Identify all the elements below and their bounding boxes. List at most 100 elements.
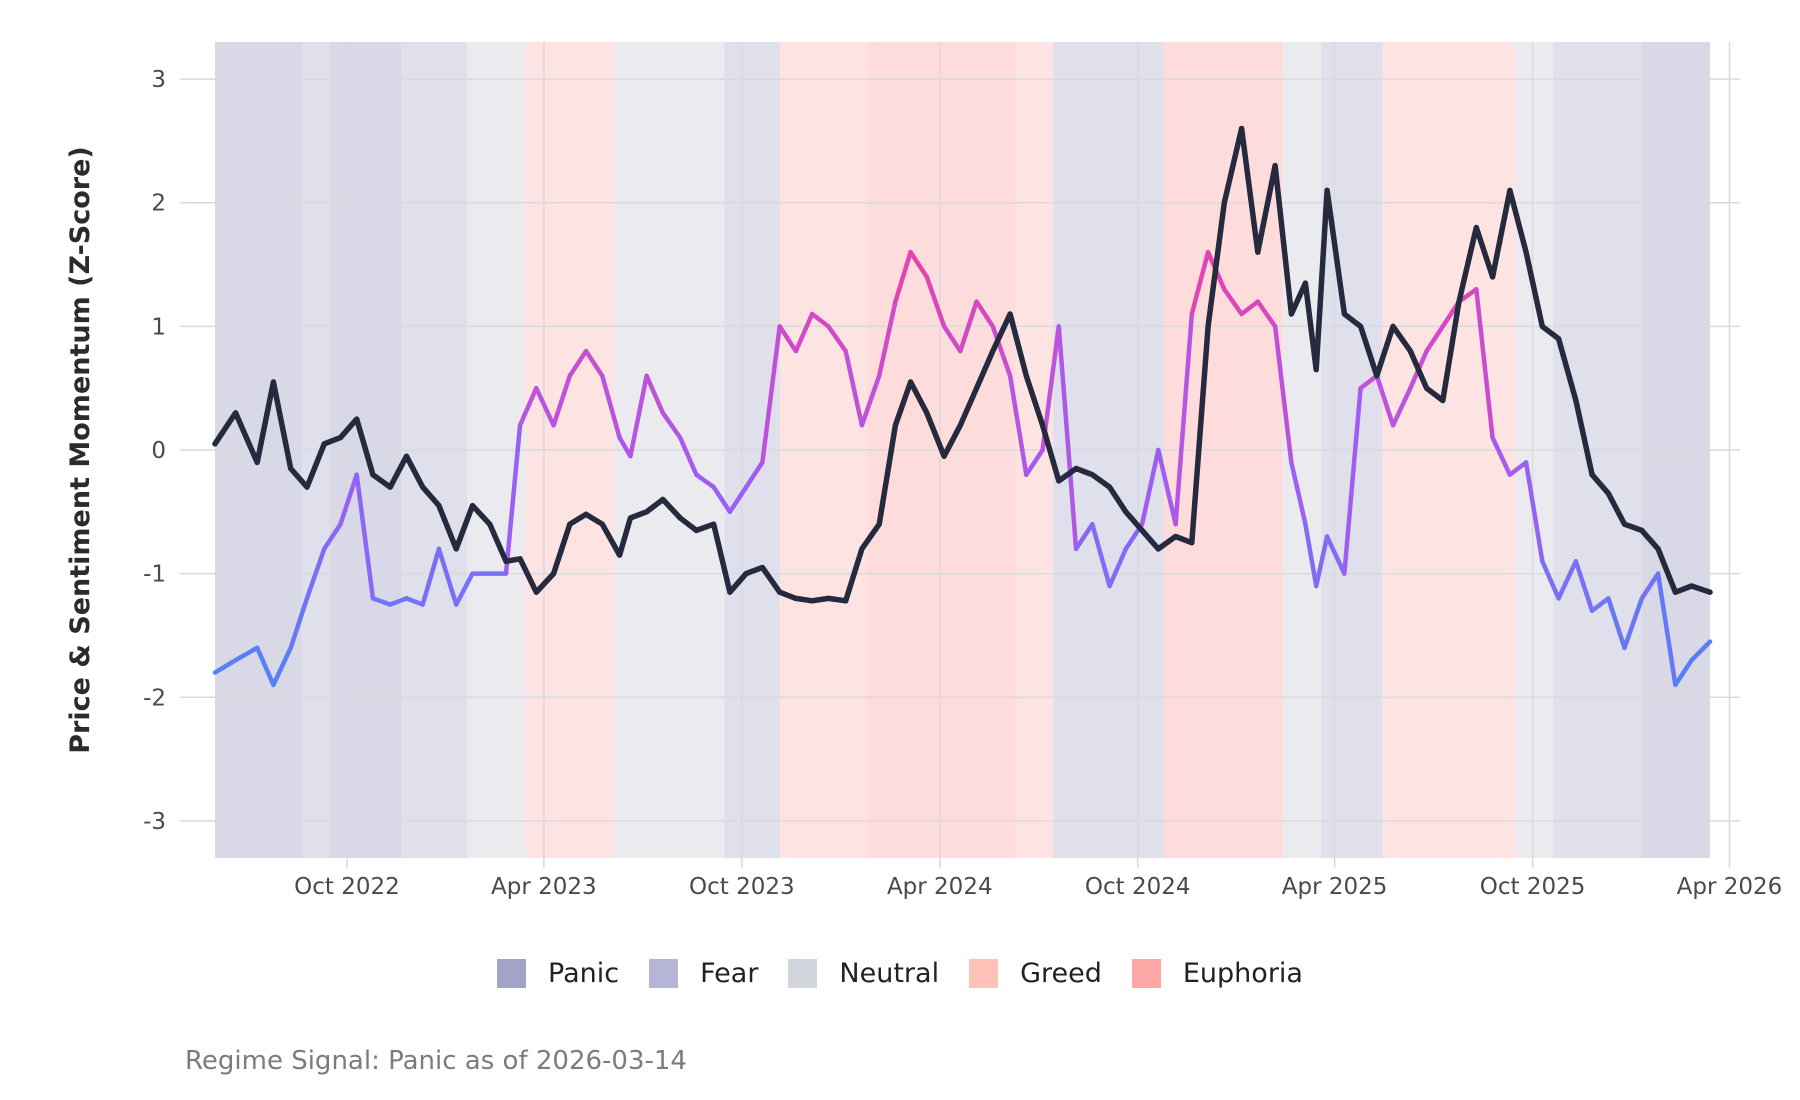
price-point [843,598,849,604]
sentiment-segment [1540,559,1561,601]
sentiment-segment [793,311,815,354]
sentiment-segment [1056,324,1079,552]
sentiment-segment [420,546,442,607]
price-point [1056,478,1062,484]
sentiment-segment [1342,385,1363,576]
price-point [1123,509,1129,515]
price-point [677,515,683,521]
sentiment-segment [338,472,359,527]
sentiment-segment [1173,311,1195,527]
sentiment-segment [1507,460,1529,477]
price-point [503,558,509,564]
price-point [727,589,733,595]
price-point [1139,527,1145,533]
price-point [1440,397,1446,404]
x-axis: Oct 2022 Apr 2023 Oct 2023 Apr 2024 Oct 2024… [294,874,1782,900]
legend-item-euphoria: Euphoria [1131,958,1303,989]
price-point [957,422,963,428]
price-point [660,496,666,503]
price-point [337,435,344,441]
price-point [1155,546,1161,552]
sentiment-segment [1673,657,1694,688]
y-axis: 3 2 1 0 -1 -2 -3 [143,67,166,835]
sentiment-segment [1272,324,1294,465]
sentiment-segment [1107,546,1129,589]
sentiment-segment [1090,521,1112,589]
price-point [1272,163,1278,169]
price-point [1689,583,1695,589]
price-point [1573,397,1579,404]
y-tick-label: 0 [151,438,166,464]
price-point [876,521,882,527]
sentiment-segment [304,546,327,601]
regime-signal-caption: Regime Signal: Panic as of 2026-03-14 [185,1046,687,1076]
legend-item-panic: Panic [497,958,619,989]
price-point [304,484,310,490]
price-point [1288,311,1294,317]
price-point [644,509,650,515]
price-point [1238,125,1245,132]
x-tick-label: Oct 2023 [689,874,795,900]
legend-item-greed: Greed [969,958,1102,989]
sentiment-segment [370,596,393,607]
sentiment-segment [694,472,716,490]
price-point [1555,336,1562,342]
price-point [487,521,493,527]
price-point [1507,187,1513,193]
price-point [1655,546,1661,552]
legend-item-neutral: Neutral [788,958,939,989]
sentiment-segment [1073,521,1095,552]
price-point [1707,589,1713,595]
price-point [288,465,294,472]
sentiment-segment [1222,287,1244,317]
y-tick-label: -3 [143,809,166,835]
price-point [212,441,218,447]
price-point [1039,422,1046,428]
sentiment-segment [1303,521,1319,589]
price-point [1357,323,1364,329]
sentiment-segment [1639,571,1661,601]
sentiment-segment [1556,559,1579,601]
price-point [1473,224,1479,231]
price-point [1407,348,1413,354]
sentiment-segment [254,645,276,688]
sentiment-segment [1490,435,1513,477]
sentiment-segment [1255,299,1278,329]
price-point [1313,367,1319,373]
price-point [1489,274,1496,280]
sentiment-segment [288,596,310,651]
price-point [1539,323,1545,329]
x-tick-label: Apr 2025 [1282,874,1388,900]
sentiment-segment [777,324,799,354]
sentiment-segment [503,423,523,576]
price-point [1605,490,1611,496]
x-tick-label: Oct 2022 [294,874,400,900]
sentiment-segment [1523,460,1545,564]
sentiment-segment [212,657,238,675]
legend-swatch [788,959,818,988]
price-point [973,385,980,391]
sentiment-segment [743,460,765,490]
price-point [354,416,360,422]
sentiment-segment [271,645,293,688]
price-point [1089,472,1095,478]
price-point [550,571,557,577]
price-point [232,410,239,416]
price-point [370,472,376,478]
sentiment-segment [1689,639,1713,663]
y-tick-label: 3 [151,67,166,93]
price-point [321,441,327,447]
sentiment-segment [534,385,556,428]
price-point [517,556,523,562]
sentiment-segment [876,299,898,379]
price-point [1589,472,1595,478]
sentiment-segment [436,546,459,607]
sentiment-segment [660,410,683,440]
y-tick-label: -1 [143,562,166,588]
gridlines [180,42,1740,868]
price-point [387,484,393,490]
price-point [1173,533,1179,540]
price-point [1221,200,1227,206]
price-point [270,379,277,385]
price-point [892,422,899,428]
